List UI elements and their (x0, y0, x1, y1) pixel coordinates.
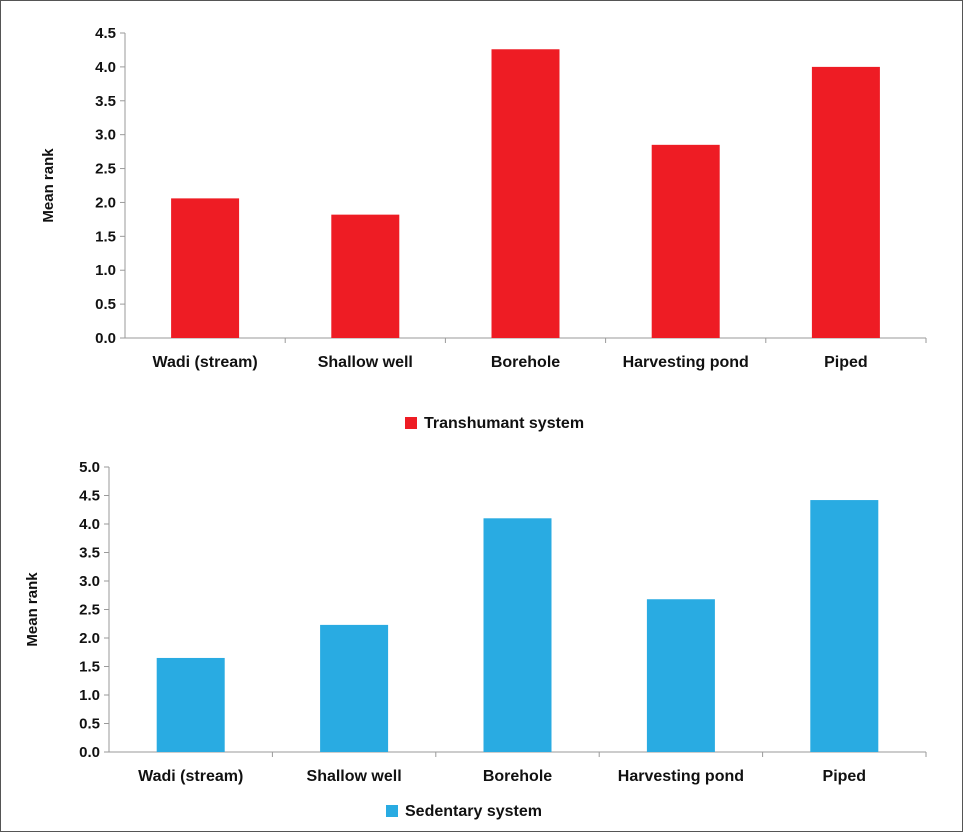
top-y-tick-label: 3.0 (95, 127, 116, 144)
bottom-y-tick-label: 1.0 (79, 687, 100, 704)
top-bar-harvesting-pond (651, 144, 720, 338)
bottom-bar-wadi-stream (156, 657, 225, 752)
bottom-y-tick-label: 3.5 (79, 545, 100, 562)
top-bar-borehole (491, 49, 560, 339)
bottom-category-label: Wadi (stream) (138, 768, 243, 785)
bottom-category-label: Borehole (483, 768, 552, 785)
bottom-legend-label: Sedentary system (405, 803, 542, 820)
top-y-tick-label: 2.5 (95, 161, 116, 178)
top-y-tick-label: 2.0 (95, 194, 116, 211)
top-bar-shallow-well (331, 214, 400, 338)
top-y-tick-label: 4.5 (95, 25, 116, 42)
top-category-label: Wadi (stream) (152, 354, 257, 371)
top-y-tick-label: 0.5 (95, 296, 116, 313)
top-y-tick-label: 0.0 (95, 330, 116, 347)
top-y-tick-label: 4.0 (95, 59, 116, 76)
bottom-bar-shallow-well (320, 624, 389, 752)
bottom-category-label: Shallow well (307, 768, 402, 785)
top-y-tick-label: 1.5 (95, 228, 116, 245)
top-bar-wadi-stream (171, 198, 240, 338)
bottom-y-tick-label: 5.0 (79, 459, 100, 476)
bottom-bar-borehole (483, 518, 552, 752)
top-y-tick-label: 1.0 (95, 262, 116, 279)
top-category-label: Borehole (491, 354, 560, 371)
bottom-y-tick-label: 1.5 (79, 659, 100, 676)
bottom-y-tick-label: 3.0 (79, 573, 100, 590)
top-category-label: Harvesting pond (623, 354, 749, 371)
top-legend-label: Transhumant system (424, 415, 584, 432)
top-category-label: Piped (824, 354, 868, 371)
bottom-y-tick-label: 0.0 (79, 744, 100, 761)
bottom-bar-harvesting-pond (646, 599, 715, 752)
bottom-bar-piped (810, 500, 879, 752)
bottom-y-axis-label: Mean rank (24, 572, 41, 647)
top-category-label: Shallow well (318, 354, 413, 371)
bottom-y-tick-label: 4.0 (79, 516, 100, 533)
top-bar-piped (811, 66, 880, 338)
bottom-y-tick-label: 2.5 (79, 602, 100, 619)
top-y-tick-label: 3.5 (95, 93, 116, 110)
bottom-y-tick-label: 2.0 (79, 630, 100, 647)
bottom-legend-swatch (386, 805, 398, 817)
top-y-axis-label: Mean rank (40, 148, 57, 223)
bottom-y-tick-label: 4.5 (79, 488, 100, 505)
bottom-category-label: Harvesting pond (618, 768, 744, 785)
bottom-category-label: Piped (823, 768, 867, 785)
bottom-y-tick-label: 0.5 (79, 716, 100, 733)
top-legend-swatch (405, 417, 417, 429)
